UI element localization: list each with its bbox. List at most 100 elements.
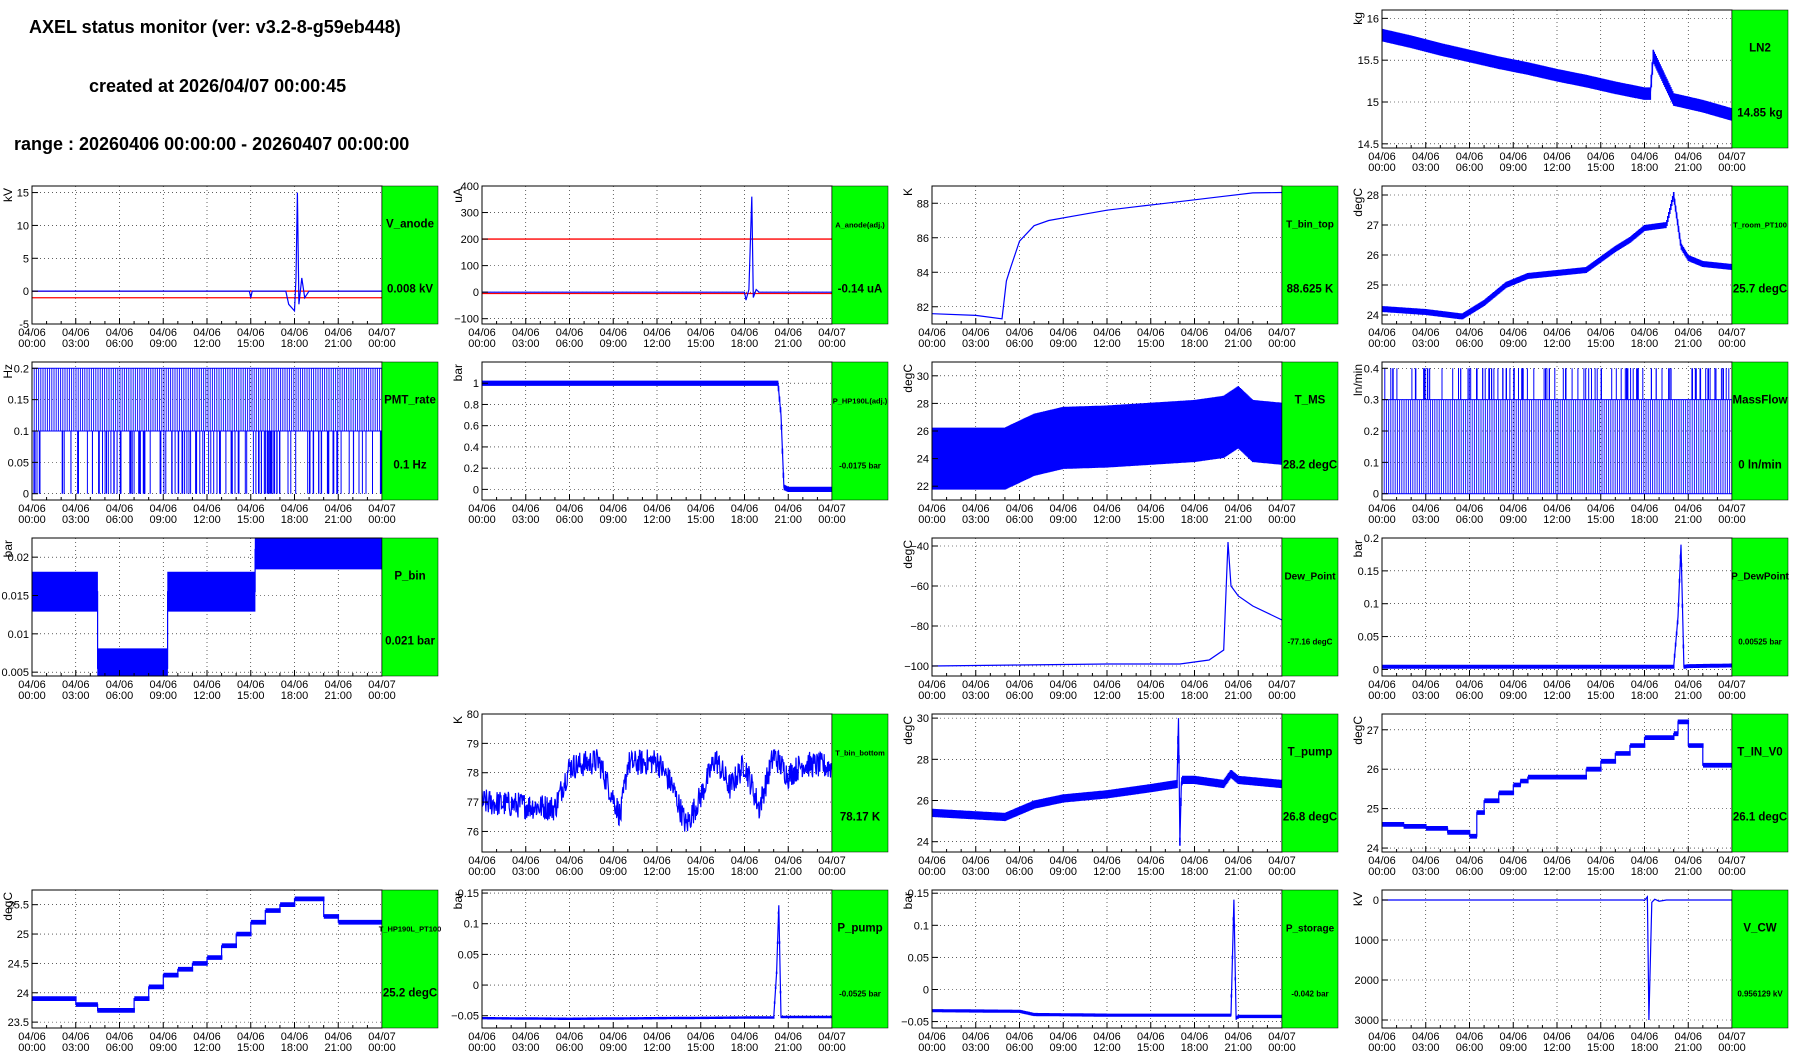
time-range: range : 20260406 00:00:00 - 20260407 00:… [14, 134, 410, 154]
x-tick-label-time: 03:00 [1412, 162, 1440, 174]
x-tick-label-time: 00:00 [1718, 162, 1746, 174]
y-axis-label: degC [1, 892, 15, 921]
status-box-name: T_bin_top [1286, 219, 1334, 230]
x-tick-label-date: 04/06 [918, 855, 946, 867]
x-tick-label-time: 21:00 [774, 514, 802, 526]
x-tick-label-date: 04/06 [1093, 503, 1121, 515]
x-tick-label-date: 04/06 [599, 1031, 627, 1043]
y-tick-label: 78 [467, 768, 479, 780]
status-box-name: V_CW [1743, 922, 1776, 934]
status-box [1731, 537, 1789, 677]
x-tick-label-time: 15:00 [1587, 690, 1615, 702]
x-tick-label-time: 00:00 [818, 338, 846, 350]
x-tick-label-time: 00:00 [918, 866, 946, 878]
y-tick-label: −0.05 [451, 1011, 479, 1023]
x-tick-label-date: 04/06 [556, 503, 584, 515]
y-tick-label: 0.02 [8, 552, 29, 564]
y-tick-label: 82 [917, 302, 929, 314]
y-tick-label: −100 [904, 661, 929, 673]
x-tick-label-date: 04/06 [731, 1031, 759, 1043]
x-tick-label-time: 00:00 [1268, 514, 1296, 526]
x-tick-label-time: 12:00 [1093, 690, 1121, 702]
status-box [1281, 713, 1339, 853]
x-tick-label-date: 04/06 [468, 855, 496, 867]
panel-pmt-rate: 00.050.10.150.2Hz04/0600:0004/0603:0004/… [1, 361, 439, 526]
data-line [932, 899, 1282, 1020]
x-tick-label-time: 09:00 [1049, 866, 1077, 878]
x-tick-label-date: 04/07 [1268, 503, 1296, 515]
x-tick-label-time: 21:00 [1224, 690, 1252, 702]
x-tick-label-time: 15:00 [687, 1042, 715, 1052]
x-tick-label-time: 00:00 [1268, 866, 1296, 878]
status-box-value: -0.14 uA [838, 283, 883, 295]
y-tick-label: 0.15 [8, 395, 29, 407]
x-tick-label-time: 03:00 [1412, 1042, 1440, 1052]
y-tick-label: 0.015 [1, 591, 29, 603]
x-tick-label-date: 04/06 [512, 503, 540, 515]
x-tick-label-time: 18:00 [1631, 1042, 1659, 1052]
y-tick-label: 0.15 [458, 888, 479, 900]
y-tick-label: 26 [917, 426, 929, 438]
x-tick-label-date: 04/06 [643, 855, 671, 867]
x-tick-label-date: 04/06 [1006, 679, 1034, 691]
y-tick-label: 0 [473, 287, 479, 299]
series-pmt-rate [32, 367, 382, 494]
panel-t-bin-bottom: 7677787980K04/0600:0004/0603:0004/0606:0… [451, 709, 889, 878]
data-line [932, 416, 1282, 460]
x-tick-label-date: 04/06 [556, 855, 584, 867]
status-box-value: -0.042 bar [1291, 989, 1328, 998]
x-tick-label-time: 09:00 [1499, 866, 1527, 878]
x-tick-label-time: 15:00 [237, 514, 265, 526]
x-tick-label-date: 04/06 [1587, 1031, 1615, 1043]
y-tick-label: 0.1 [914, 920, 929, 932]
x-tick-label-date: 04/06 [774, 855, 802, 867]
panel-massflow: 00.10.20.30.4ln/min04/0600:0004/0603:000… [1351, 361, 1789, 526]
x-tick-label-time: 12:00 [1543, 162, 1571, 174]
x-tick-label-time: 18:00 [1181, 866, 1209, 878]
x-tick-label-time: 12:00 [1093, 866, 1121, 878]
x-tick-label-date: 04/06 [18, 327, 46, 339]
x-tick-label-time: 15:00 [237, 690, 265, 702]
x-tick-label-date: 04/06 [1543, 679, 1571, 691]
x-tick-label-time: 21:00 [324, 338, 352, 350]
x-tick-label-time: 00:00 [368, 514, 396, 526]
panel-a-anode: −1000100200300400uA04/0600:0004/0603:000… [451, 181, 889, 350]
x-tick-label-time: 21:00 [324, 690, 352, 702]
x-tick-label-time: 09:00 [599, 1042, 627, 1052]
x-tick-label-time: 03:00 [1412, 514, 1440, 526]
y-tick-label: 27 [1367, 725, 1379, 737]
x-tick-label-time: 00:00 [1368, 514, 1396, 526]
x-tick-label-time: 21:00 [1224, 866, 1252, 878]
x-tick-label-time: 00:00 [1268, 338, 1296, 350]
x-tick-label-date: 04/06 [1137, 327, 1165, 339]
x-tick-label-date: 04/06 [1049, 503, 1077, 515]
data-band [32, 367, 382, 432]
x-tick-label-time: 09:00 [1499, 514, 1527, 526]
y-tick-label: 0 [23, 286, 29, 298]
x-tick-label-date: 04/06 [1543, 151, 1571, 163]
status-box-name: T_room_PT100 [1733, 220, 1787, 229]
x-tick-label-time: 00:00 [1368, 1042, 1396, 1052]
y-tick-label: 25.5 [8, 900, 29, 912]
x-tick-label-date: 04/06 [643, 1031, 671, 1043]
x-tick-label-date: 04/06 [237, 679, 265, 691]
x-tick-label-date: 04/06 [1412, 1031, 1440, 1043]
x-tick-label-date: 04/06 [281, 1031, 309, 1043]
data-band [1382, 192, 1732, 320]
x-tick-label-date: 04/06 [62, 679, 90, 691]
status-box-name: PMT_rate [384, 394, 436, 406]
x-tick-label-time: 12:00 [193, 338, 221, 350]
x-tick-label-time: 15:00 [1587, 162, 1615, 174]
x-tick-label-date: 04/06 [1224, 855, 1252, 867]
x-tick-label-time: 09:00 [1499, 338, 1527, 350]
y-axis-label: ln/min [1351, 364, 1365, 396]
x-tick-label-time: 12:00 [1543, 338, 1571, 350]
y-axis-label: degC [1351, 188, 1365, 217]
series-massflow [1382, 368, 1732, 495]
y-axis-label: uA [451, 188, 465, 203]
x-tick-label-date: 04/07 [818, 503, 846, 515]
x-tick-label-date: 04/06 [1412, 679, 1440, 691]
x-tick-label-date: 04/06 [1368, 503, 1396, 515]
x-tick-label-date: 04/07 [1268, 679, 1296, 691]
x-tick-label-date: 04/06 [1093, 855, 1121, 867]
